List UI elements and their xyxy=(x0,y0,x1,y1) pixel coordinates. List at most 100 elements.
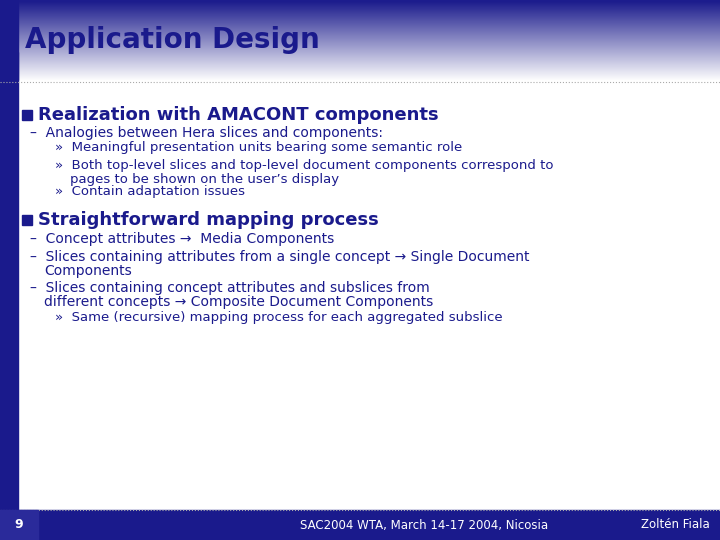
Text: Zoltén Fiala: Zoltén Fiala xyxy=(642,518,710,531)
Bar xyxy=(0,510,38,540)
Bar xyxy=(0,21,720,22)
Bar xyxy=(0,43,720,44)
Text: Application Design: Application Design xyxy=(25,26,320,54)
Bar xyxy=(0,69,720,70)
Bar xyxy=(0,78,720,79)
Bar xyxy=(0,73,720,74)
Bar xyxy=(0,14,720,15)
Bar xyxy=(22,215,32,225)
Bar xyxy=(0,22,720,23)
Bar xyxy=(0,11,720,12)
Bar xyxy=(0,15,720,16)
Bar xyxy=(0,3,720,4)
Bar xyxy=(0,52,720,53)
Text: SAC2004 WTA, March 14-17 2004, Nicosia: SAC2004 WTA, March 14-17 2004, Nicosia xyxy=(300,518,548,531)
Bar xyxy=(0,17,720,18)
Bar xyxy=(0,8,720,9)
Text: –  Slices containing concept attributes and subslices from: – Slices containing concept attributes a… xyxy=(30,281,430,295)
Bar xyxy=(0,33,720,34)
Bar xyxy=(0,77,720,78)
Bar xyxy=(0,40,720,41)
Bar xyxy=(0,0,720,1)
Bar xyxy=(0,10,720,11)
Bar xyxy=(0,4,720,5)
Text: »  Meaningful presentation units bearing some semantic role: » Meaningful presentation units bearing … xyxy=(55,141,462,154)
Bar xyxy=(0,76,720,77)
Bar xyxy=(0,74,720,75)
Bar xyxy=(0,70,720,71)
Text: Components: Components xyxy=(44,264,132,278)
Bar xyxy=(0,71,720,72)
Bar xyxy=(0,52,18,510)
Text: Realization with AMACONT components: Realization with AMACONT components xyxy=(38,106,438,124)
Bar xyxy=(0,20,720,21)
Text: »  Same (recursive) mapping process for each aggregated subslice: » Same (recursive) mapping process for e… xyxy=(55,312,503,325)
Bar xyxy=(0,23,720,24)
Bar xyxy=(22,110,32,120)
Bar xyxy=(0,13,720,14)
Text: »  Both top-level slices and top-level document components correspond to: » Both top-level slices and top-level do… xyxy=(55,159,554,172)
Bar xyxy=(0,72,720,73)
Bar xyxy=(0,68,720,69)
Bar xyxy=(0,7,720,8)
Bar xyxy=(0,67,720,68)
Bar xyxy=(0,510,720,540)
Text: »  Contain adaptation issues: » Contain adaptation issues xyxy=(55,185,245,198)
Bar xyxy=(0,51,720,52)
Bar xyxy=(0,56,720,57)
Bar xyxy=(0,24,720,25)
Text: Straightforward mapping process: Straightforward mapping process xyxy=(38,211,379,229)
Bar xyxy=(0,0,18,80)
Bar xyxy=(0,29,720,30)
Text: –  Slices containing attributes from a single concept → Single Document: – Slices containing attributes from a si… xyxy=(30,250,529,264)
Bar xyxy=(0,34,720,35)
Bar xyxy=(0,61,720,62)
Text: –  Analogies between Hera slices and components:: – Analogies between Hera slices and comp… xyxy=(30,126,383,140)
Bar xyxy=(0,63,720,64)
Bar xyxy=(0,41,720,42)
Bar xyxy=(0,64,720,65)
Bar xyxy=(0,48,720,49)
Text: 9: 9 xyxy=(14,518,23,531)
Bar xyxy=(0,65,720,66)
Bar xyxy=(0,54,720,55)
Bar xyxy=(0,50,720,51)
Bar xyxy=(0,5,720,6)
Bar xyxy=(0,59,720,60)
Bar xyxy=(0,49,720,50)
Bar xyxy=(0,2,720,3)
Bar xyxy=(0,44,720,45)
Bar xyxy=(0,19,720,20)
Bar xyxy=(0,27,720,28)
Bar xyxy=(0,1,720,2)
Bar xyxy=(0,57,720,58)
Bar xyxy=(0,47,720,48)
Bar xyxy=(0,32,720,33)
Bar xyxy=(0,55,720,56)
Text: pages to be shown on the user’s display: pages to be shown on the user’s display xyxy=(70,173,339,186)
Bar xyxy=(0,45,720,46)
Bar xyxy=(0,9,720,10)
Text: –  Concept attributes →  Media Components: – Concept attributes → Media Components xyxy=(30,232,334,246)
Bar xyxy=(0,30,720,31)
Bar xyxy=(0,25,720,26)
Bar xyxy=(0,36,720,37)
Bar xyxy=(0,46,720,47)
Bar xyxy=(0,38,720,39)
Bar xyxy=(0,18,720,19)
Bar xyxy=(0,12,720,13)
Bar xyxy=(0,39,720,40)
Bar xyxy=(0,6,720,7)
Bar xyxy=(0,37,720,38)
Text: different concepts → Composite Document Components: different concepts → Composite Document … xyxy=(44,295,433,309)
Bar xyxy=(0,16,720,17)
Bar xyxy=(0,28,720,29)
Bar xyxy=(0,42,720,43)
Bar xyxy=(0,75,720,76)
Bar xyxy=(0,53,720,54)
Bar xyxy=(0,60,720,61)
Bar xyxy=(0,62,720,63)
Bar xyxy=(0,79,720,80)
Bar xyxy=(0,31,720,32)
Bar xyxy=(0,26,720,27)
